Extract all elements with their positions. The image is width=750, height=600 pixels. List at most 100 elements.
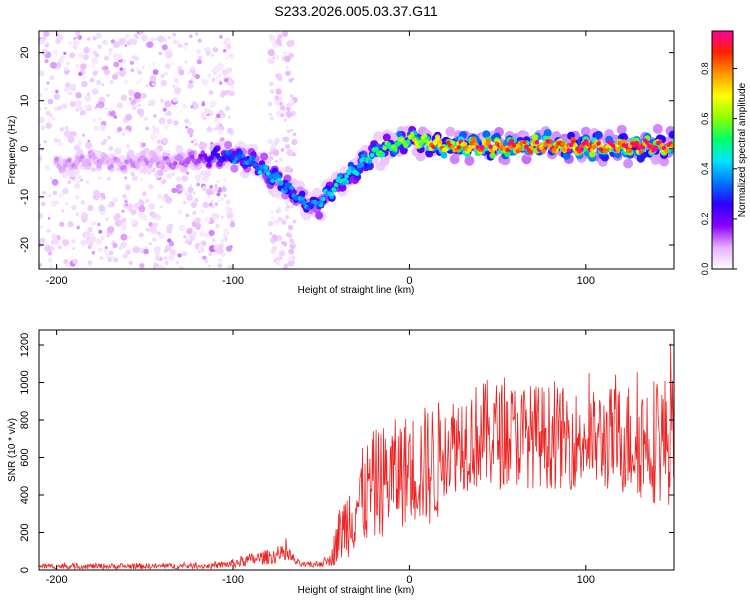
noise-speck [128, 260, 133, 266]
noise-speck [214, 202, 219, 207]
snr-y-label: SNR (10 * v/v) [7, 418, 18, 482]
noise-speck [98, 247, 103, 252]
ridge-cell [393, 147, 398, 152]
ridge-cell [450, 144, 455, 150]
noise-speck [282, 31, 289, 37]
ridge-cell [528, 150, 533, 155]
noise-speck [231, 85, 235, 89]
noise-speck [52, 117, 56, 121]
noise-speck [154, 250, 161, 257]
noise-speck [221, 186, 227, 192]
noise-speck [56, 201, 60, 205]
noise-speck [219, 81, 223, 85]
noise-speck [65, 61, 70, 66]
noise-speck [190, 78, 193, 82]
noise-speck [281, 241, 285, 245]
ridge-cell [115, 157, 121, 163]
noise-speck [278, 42, 282, 47]
noise-speck [199, 230, 205, 237]
noise-speck [109, 80, 114, 85]
snr-y-axis: 0 200 400 600 800 1000 1200 [19, 333, 674, 573]
noise-speck [130, 99, 137, 106]
noise-speck [81, 212, 88, 220]
noise-speck [107, 176, 111, 181]
ridge-cell [554, 144, 559, 150]
noise-speck [98, 229, 103, 234]
noise-speck [128, 38, 133, 43]
noise-speck [269, 81, 274, 87]
noise-speck [220, 251, 226, 258]
noise-speck [148, 242, 152, 246]
noise-speck [118, 37, 126, 45]
noise-speck [185, 125, 189, 129]
figure-title: S233.2026.005.03.37.G11 [274, 3, 437, 19]
ridge-cell [346, 170, 351, 175]
noise-speck [284, 201, 289, 205]
noise-speck [220, 238, 226, 243]
noise-speck [187, 127, 194, 135]
ridge-cell [473, 141, 478, 147]
y-tick-label: 400 [19, 486, 31, 504]
noise-speck [192, 101, 196, 105]
noise-speck [278, 157, 284, 162]
ridge-cell [541, 148, 546, 154]
ridge-cell [62, 163, 68, 168]
noise-speck [226, 211, 234, 219]
noise-speck [74, 31, 81, 36]
noise-speck [268, 34, 276, 42]
colorbar-tick-label: 0.6 [700, 112, 710, 125]
noise-speck [206, 73, 212, 79]
ridge-cell [67, 158, 72, 163]
noise-speck [98, 117, 102, 121]
ridge-cell [531, 134, 539, 141]
noise-speck [201, 185, 207, 192]
noise-speck [211, 213, 219, 220]
noise-speck [225, 106, 230, 111]
noise-speck [178, 69, 185, 76]
noise-speck [96, 80, 102, 86]
noise-speck [225, 90, 230, 95]
noise-speck [136, 81, 140, 85]
ridge-cell [589, 151, 596, 158]
noise-speck [207, 195, 210, 199]
noise-speck [123, 79, 129, 85]
noise-speck [107, 203, 113, 208]
ridge-cell [247, 159, 252, 164]
noise-speck [216, 215, 220, 218]
noise-speck [150, 37, 154, 42]
noise-speck [49, 177, 53, 181]
noise-speck [206, 126, 213, 133]
x-tick-label: -100 [222, 574, 244, 586]
ridge-cell [114, 147, 122, 156]
noise-speck [138, 142, 143, 146]
noise-speck [273, 154, 276, 157]
noise-speck [53, 138, 59, 143]
noise-speck [51, 234, 57, 240]
noise-speck [47, 251, 53, 256]
noise-speck [45, 110, 51, 116]
ridge-cell [228, 149, 233, 155]
noise-speck [274, 44, 278, 48]
x-tick-label: 100 [577, 574, 595, 586]
ridge-cell [664, 148, 669, 154]
ridge-cell [449, 154, 460, 165]
x-tick-label: 0 [406, 574, 412, 586]
noise-speck [76, 225, 81, 230]
noise-speck [41, 49, 48, 56]
noise-speck [120, 233, 128, 241]
noise-speck [269, 232, 273, 236]
ridge-cell [92, 155, 97, 160]
noise-speck [178, 224, 185, 232]
noise-speck [89, 77, 95, 83]
noise-speck [161, 178, 167, 185]
ridge-cell [382, 133, 391, 142]
noise-speck [213, 186, 219, 192]
noise-speck [49, 75, 55, 81]
ridge-cell [401, 139, 406, 144]
noise-speck [177, 43, 183, 48]
noise-speck [43, 140, 47, 144]
noise-speck [67, 135, 75, 143]
ridge-cell [257, 170, 262, 175]
noise-speck [225, 245, 232, 252]
